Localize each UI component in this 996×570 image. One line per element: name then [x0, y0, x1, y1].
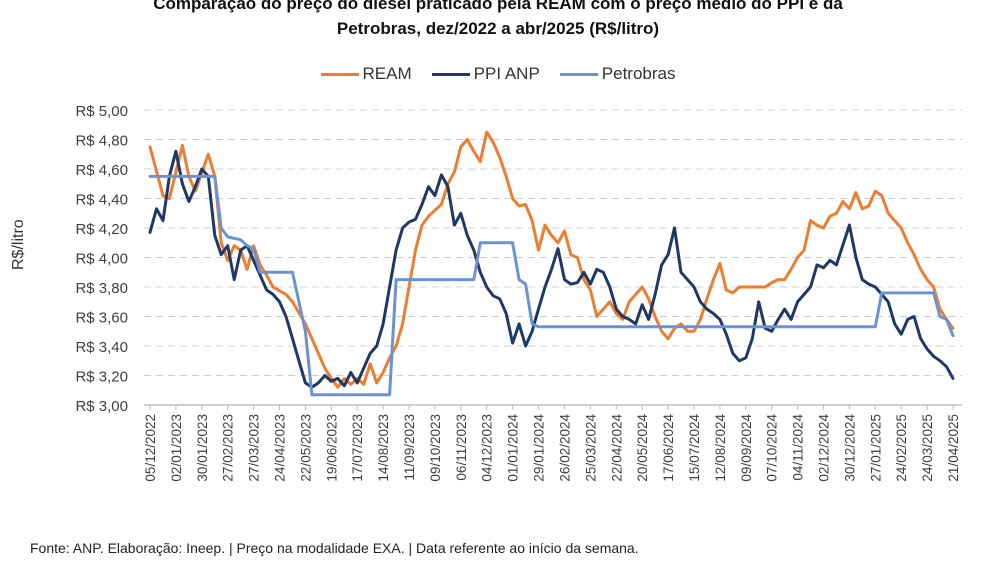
x-tick-label: 19/06/2023	[324, 414, 339, 482]
y-tick-label: R$ 4,60	[75, 162, 128, 179]
legend-label-ream: REAM	[362, 64, 412, 83]
chart-title-line-2: Petrobras, dez/2022 a abr/2025 (R$/litro…	[336, 19, 660, 38]
x-tick-label: 02/01/2023	[169, 414, 184, 482]
x-tick-label: 25/03/2024	[583, 414, 598, 482]
y-tick-label: R$ 3,80	[75, 280, 128, 297]
y-tick-label: R$ 3,40	[75, 339, 128, 356]
x-tick-label: 07/10/2024	[765, 414, 780, 482]
legend-swatch-ream	[320, 72, 359, 76]
y-tick-label: R$ 4,00	[75, 251, 128, 268]
x-tick-label: 24/04/2023	[273, 414, 288, 482]
x-tick-label: 04/11/2024	[791, 414, 806, 481]
y-tick-label: R$ 4,40	[75, 192, 128, 209]
x-tick-label: 01/01/2024	[506, 414, 521, 482]
x-tick-label: 09/09/2024	[739, 414, 754, 482]
x-tick-label: 22/05/2023	[298, 414, 313, 482]
x-tick-label: 11/09/2023	[402, 414, 417, 481]
x-tick-label: 20/05/2024	[635, 414, 650, 482]
x-tick-label: 30/12/2024	[842, 414, 857, 482]
x-tick-label: 02/12/2024	[816, 414, 831, 482]
x-tick-label: 24/02/2025	[894, 414, 909, 482]
series-line-ppi-anp	[148, 149, 955, 389]
x-tick-label: 29/01/2024	[532, 414, 547, 482]
y-tick-label: R$ 3,00	[75, 398, 128, 415]
x-tick-label: 24/03/2025	[920, 414, 935, 482]
x-tick-label: 06/11/2023	[454, 414, 469, 481]
y-tick-label: R$ 5,00	[75, 103, 128, 120]
x-tick-label: 27/03/2023	[247, 414, 262, 482]
x-tick-label: 15/07/2024	[687, 414, 702, 482]
legend-label-ppi-anp: PPI ANP	[473, 64, 540, 83]
legend-item-ream: REAM	[320, 64, 412, 84]
y-tick-label: R$ 3,60	[75, 310, 128, 327]
x-tick-label: 21/04/2025	[946, 414, 961, 482]
x-tick-label: 12/08/2024	[713, 414, 728, 482]
x-tick-label: 04/12/2023	[480, 414, 495, 482]
y-tick-label: R$ 4,80	[75, 133, 128, 150]
chart-title: Comparação do preço do diesel praticado …	[0, 0, 996, 41]
x-tick-label: 09/10/2023	[428, 414, 443, 482]
legend-label-petrobras: Petrobras	[601, 64, 676, 83]
series-line-ream	[148, 130, 955, 389]
x-tick-label: 05/12/2022	[143, 414, 158, 482]
legend-swatch-ppi-anp	[431, 72, 470, 76]
x-tick-label: 17/06/2024	[661, 414, 676, 482]
x-tick-label: 17/07/2023	[350, 414, 365, 482]
x-tick-label: 22/04/2024	[609, 414, 624, 482]
x-tick-label: 30/01/2023	[195, 414, 210, 482]
x-tick-label: 27/02/2023	[221, 414, 236, 482]
x-tick-label: 14/08/2023	[376, 414, 391, 482]
legend: REAM PPI ANP Petrobras	[0, 64, 996, 84]
y-tick-label: R$ 3,20	[75, 369, 128, 386]
series-line-petrobras	[148, 174, 955, 397]
x-tick-label: 26/02/2024	[557, 414, 572, 482]
x-tick-label: 27/01/2025	[868, 414, 883, 482]
y-tick-label: R$ 4,20	[75, 221, 128, 238]
source-note: Fonte: ANP. Elaboração: Ineep. | Preço n…	[30, 540, 639, 556]
legend-swatch-petrobras	[559, 72, 598, 76]
line-chart: R$ 3,00 R$ 3,20 R$ 3,40 R$ 3,60 R$ 3,80 R$ 4,…	[75, 103, 962, 482]
legend-item-petrobras: Petrobras	[559, 64, 676, 84]
chart-title-line-1: Comparação do preço do diesel praticado …	[153, 0, 843, 13]
legend-item-ppi-anp: PPI ANP	[431, 64, 540, 84]
